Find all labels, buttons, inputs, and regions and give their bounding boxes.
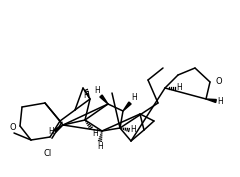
Text: H: H [131, 93, 137, 102]
Text: H: H [130, 125, 136, 135]
Text: H: H [217, 96, 223, 105]
Text: O: O [10, 123, 16, 132]
Text: H: H [83, 91, 89, 100]
Polygon shape [206, 99, 216, 102]
Text: H: H [92, 129, 98, 138]
Text: H: H [94, 86, 100, 95]
Polygon shape [54, 125, 63, 132]
Text: Cl: Cl [44, 150, 52, 158]
Polygon shape [123, 102, 131, 111]
Polygon shape [100, 95, 108, 104]
Text: H: H [176, 84, 182, 93]
Text: H: H [48, 127, 54, 136]
Text: O: O [215, 76, 222, 85]
Text: H: H [97, 142, 103, 151]
